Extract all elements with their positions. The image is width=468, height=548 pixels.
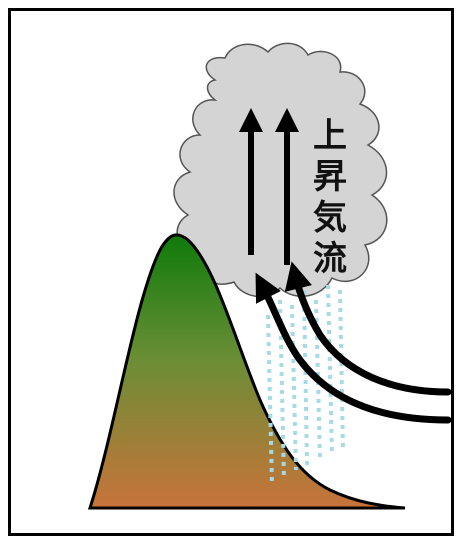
label-char-4: 流 — [313, 239, 347, 279]
cloud — [173, 42, 388, 298]
inflow-arrows — [255, 261, 452, 424]
rain-line — [326, 284, 334, 456]
rain-line — [338, 289, 345, 451]
label-char-2: 昇 — [313, 157, 347, 197]
mountain — [87, 233, 406, 510]
cloud-shape — [173, 42, 388, 298]
inflow-arrow-lower — [255, 272, 452, 424]
updraft-label: 上 昇 気 流 — [313, 116, 347, 279]
updraft-arrows — [239, 108, 299, 265]
inflow-arrow-upper — [284, 261, 452, 396]
rain-line — [266, 314, 274, 486]
rain-line — [302, 289, 309, 466]
frame-border — [8, 8, 454, 536]
label-char-1: 上 — [313, 116, 347, 156]
rain-line — [290, 304, 298, 471]
label-char-3: 気 — [313, 198, 347, 238]
